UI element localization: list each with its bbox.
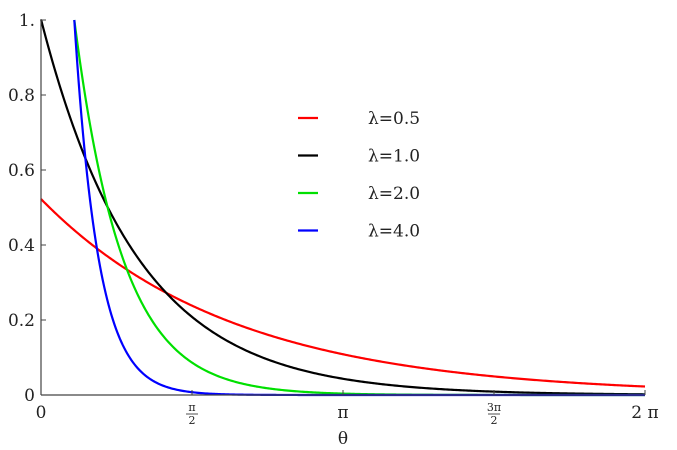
ticks: 0 π2 π 3π2 2 π00.20.40.60.81. (8, 11, 659, 427)
x-tick-label: π (337, 403, 348, 423)
legend-label: λ=4.0 (368, 222, 420, 242)
y-tick-label: 0.2 (8, 311, 35, 331)
series-line-0 (40, 198, 646, 388)
series-line-1 (40, 19, 646, 396)
legend-label: λ=2.0 (368, 184, 420, 204)
legend-label: λ=0.5 (368, 109, 420, 129)
x-tick-label-numerator: 3π (487, 401, 501, 414)
y-tick-label: 1. (19, 11, 35, 31)
x-axis-label: θ (338, 429, 348, 449)
y-tick-label: 0.8 (8, 86, 35, 106)
y-tick-label: 0.4 (8, 236, 35, 256)
series-line-2 (73, 19, 645, 397)
y-tick-label: 0 (24, 386, 35, 406)
x-tick-label-numerator: π (188, 401, 195, 414)
x-tick-label-denominator: 2 (491, 414, 498, 427)
y-tick-label: 0.6 (8, 161, 35, 181)
legend-label: λ=1.0 (368, 147, 420, 167)
x-tick-label-denominator: 2 (189, 414, 196, 427)
x-tick-label: 2 π (631, 403, 658, 423)
curves (40, 19, 646, 397)
x-tick-label: 0 (36, 403, 47, 423)
series-line-3 (73, 19, 645, 397)
legend: λ=0.5 λ=1.0 λ=2.0 λ=4.0 (298, 109, 420, 242)
